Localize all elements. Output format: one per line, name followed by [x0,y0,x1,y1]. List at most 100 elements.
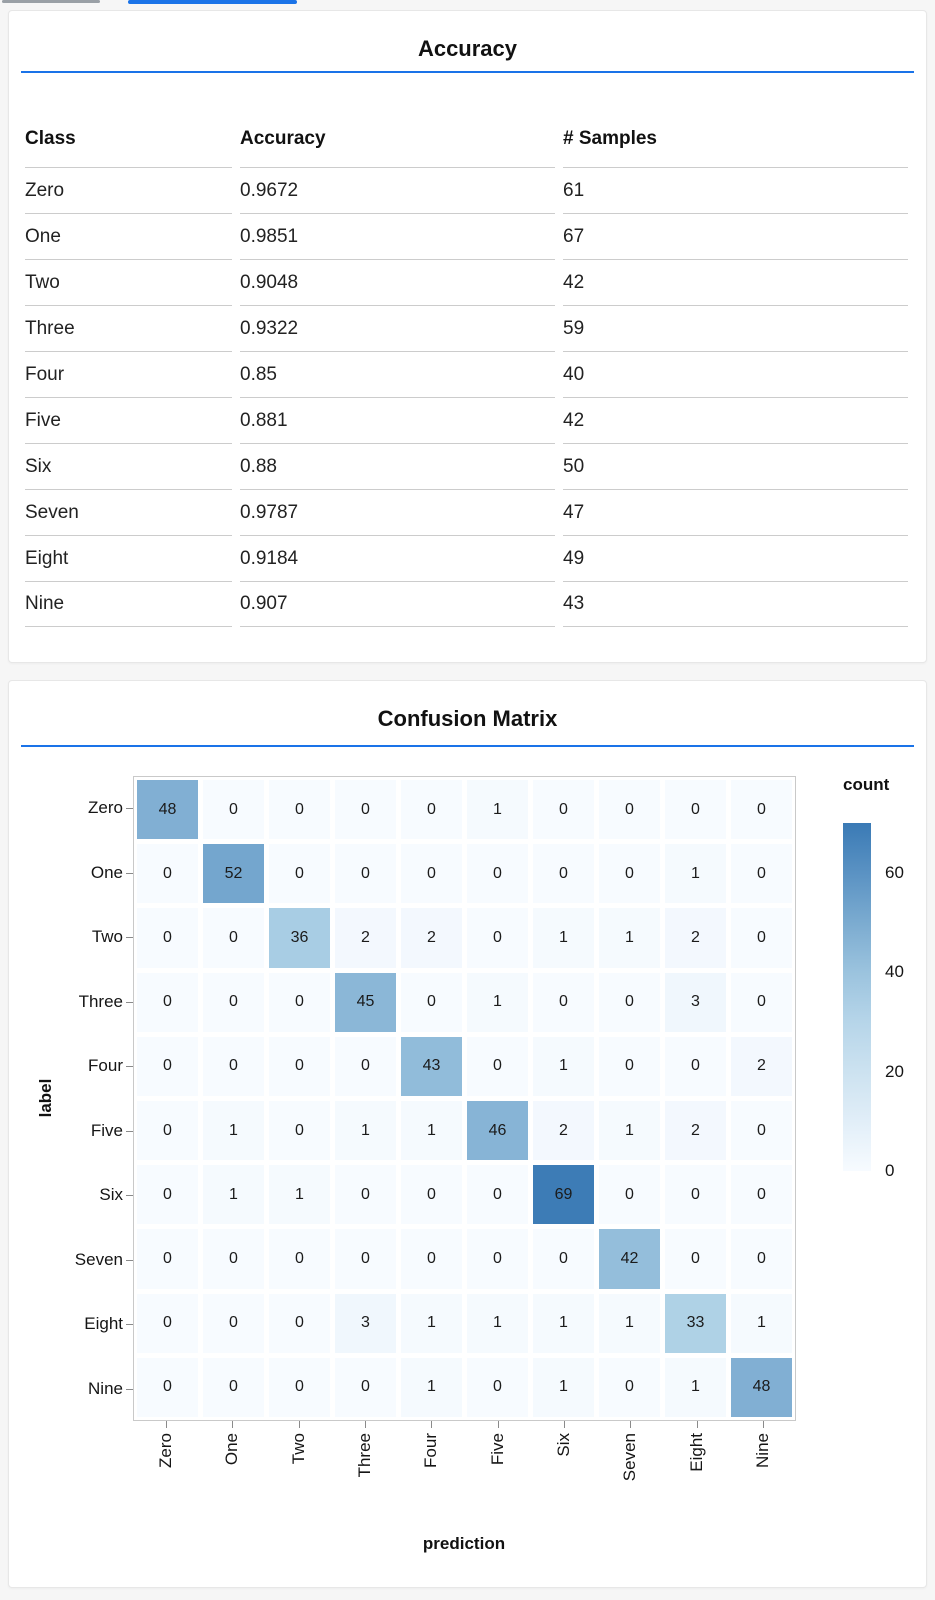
accuracy-table-body: Zero 0.9672 61 One 0.9851 67 Two 0.9048 42 Three 0… [25,167,908,627]
heatmap-cell: 0 [269,1229,330,1289]
heatmap-cell: 0 [665,1036,726,1096]
heatmap-cell: 0 [203,1229,264,1289]
x-axis-label: Eight [686,1433,706,1472]
y-axis-tick [126,1195,133,1197]
heatmap-cell: 0 [203,1293,264,1353]
legend-gradient-bar [843,823,871,1171]
heatmap-cell: 45 [335,972,396,1032]
legend-tick-label: 40 [885,962,904,982]
table-cell: 49 [563,535,908,581]
x-axis-tick [365,1421,367,1428]
legend-title: count [843,775,890,794]
column-header: # Samples [563,128,657,149]
heatmap-cell: 52 [203,844,264,904]
accuracy-title-rule [21,71,914,73]
x-axis-tick [166,1421,168,1428]
y-axis-tick [126,1001,133,1003]
table-cell: 0.9787 [240,489,555,535]
table-cell: 0.9048 [240,259,555,305]
heatmap-cell: 1 [731,1293,792,1353]
column-header: Accuracy [240,128,326,149]
heatmap-cell: 0 [335,1229,396,1289]
table-cell: 0.9322 [240,305,555,351]
heatmap-cell: 0 [137,1357,198,1417]
table-cell: Zero [25,167,232,213]
heatmap-cell: 0 [137,1293,198,1353]
heatmap-cell: 0 [599,844,660,904]
heatmap-cell: 0 [401,972,462,1032]
x-axis-label: Zero [156,1433,176,1468]
heatmap-cell: 0 [137,1165,198,1225]
table-cell: 61 [563,167,908,213]
heatmap-cell: 0 [665,1229,726,1289]
y-axis-label: Two [91,927,123,947]
heatmap-cell: 46 [467,1101,528,1161]
table-cell: 67 [563,213,908,259]
table-cell: 42 [563,397,908,443]
x-axis-tick [497,1421,499,1428]
table-row: Six 0.88 50 [25,443,908,489]
x-axis-tick [232,1421,234,1428]
heatmap-cell: 0 [269,844,330,904]
confusion-matrix-card: Confusion Matrix label prediction 48 0 0 0 0… [8,680,927,1588]
heatmap-cell: 1 [401,1293,462,1353]
heatmap-cell: 36 [269,908,330,968]
x-axis-label: Four [421,1433,441,1468]
heatmap-cell: 0 [269,1036,330,1096]
heatmap-cell: 0 [203,1357,264,1417]
y-axis-title: label [36,1078,55,1118]
heatmap-cell: 1 [665,844,726,904]
heatmap-cell: 0 [599,1357,660,1417]
heatmap-cell: 1 [533,908,594,968]
heatmap-cell: 0 [533,780,594,840]
tab-indicator-active[interactable] [128,0,297,4]
heatmap-cell: 1 [599,1101,660,1161]
heatmap-cell: 0 [467,1357,528,1417]
heatmap-cell: 0 [731,908,792,968]
heatmap-cell: 0 [599,780,660,840]
heatmap-cell: 0 [137,1101,198,1161]
table-cell: One [25,213,232,259]
y-axis-tick [126,872,133,874]
heatmap-cell: 0 [335,844,396,904]
heatmap-cell: 2 [335,908,396,968]
y-axis-tick [126,808,133,810]
tab-indicator-inactive[interactable] [2,0,100,3]
table-cell: 0.88 [240,443,555,489]
table-cell: Six [25,443,232,489]
accuracy-card-title: Accuracy [417,36,518,61]
heatmap-cell: 0 [335,780,396,840]
table-row: Zero 0.9672 61 [25,167,908,213]
accuracy-table-header-row: Class Accuracy # Samples [25,111,908,167]
heatmap-cell: 1 [401,1357,462,1417]
x-axis-tick [563,1421,565,1428]
table-row: One 0.9851 67 [25,213,908,259]
heatmap-cell: 1 [203,1165,264,1225]
heatmap-cell: 0 [599,972,660,1032]
table-cell: 0.881 [240,397,555,443]
table-cell: Seven [25,489,232,535]
heatmap-cell: 0 [335,1357,396,1417]
x-axis-label: Two [288,1433,308,1465]
y-axis-tick [126,937,133,939]
table-cell: 0.9672 [240,167,555,213]
heatmap-cell: 0 [137,844,198,904]
heatmap-cell: 0 [533,972,594,1032]
y-axis-label: Zero [88,798,123,818]
heatmap-cell: 1 [335,1101,396,1161]
table-cell: Three [25,305,232,351]
heatmap-cell: 1 [203,1101,264,1161]
heatmap-cell: 0 [335,1165,396,1225]
heatmap-cell: 0 [401,1165,462,1225]
heatmap-cell: 3 [335,1293,396,1353]
heatmap-cell: 0 [731,1101,792,1161]
heatmap-cell: 2 [401,908,462,968]
heatmap-cell: 0 [401,780,462,840]
y-axis-label: One [90,862,123,882]
table-cell: 47 [563,489,908,535]
heatmap-cell: 0 [137,972,198,1032]
table-cell: Two [25,259,232,305]
table-cell: Eight [25,535,232,581]
heatmap-cell: 0 [203,780,264,840]
legend-tick-label: 60 [885,862,904,882]
